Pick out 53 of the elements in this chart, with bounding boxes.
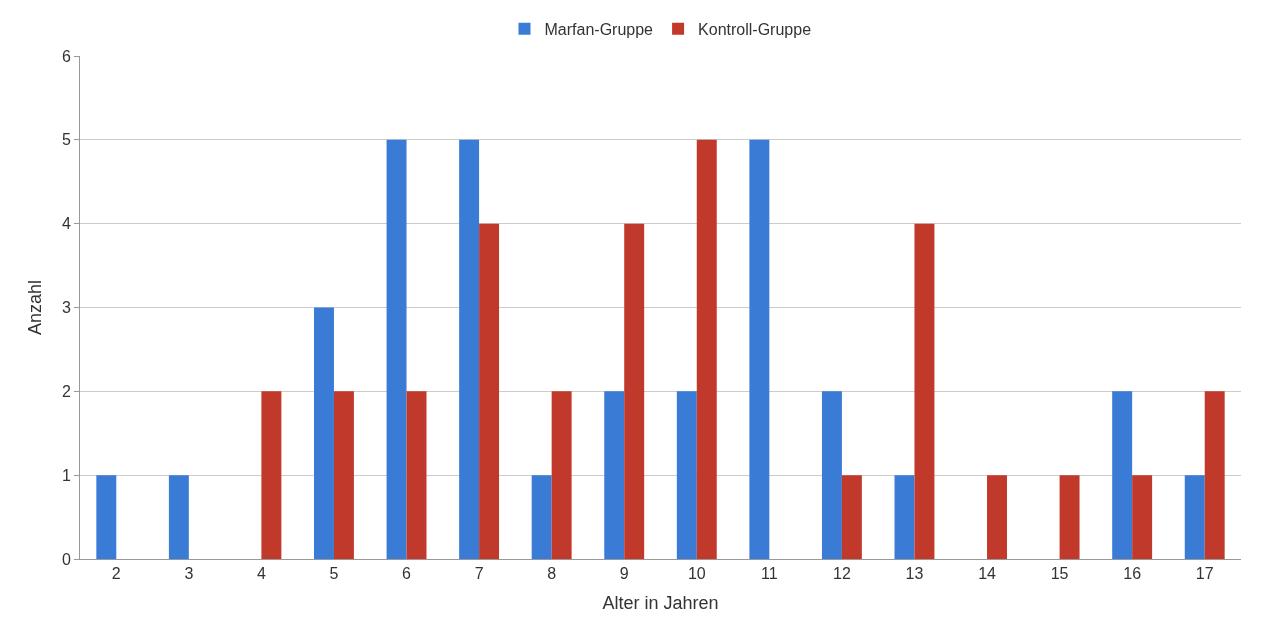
bar [1059,475,1080,559]
x-tick-label: 9 [619,565,629,583]
bar [696,139,717,559]
bar [604,391,625,559]
bar [168,475,189,559]
bar [821,391,842,559]
bar [406,391,427,559]
x-tick-label: 13 [905,565,924,583]
bar [1132,475,1153,559]
x-tick-label: 6 [402,565,412,583]
bar [386,139,407,559]
x-tick-label: 14 [978,565,997,583]
bar [1184,475,1205,559]
bar [479,223,500,559]
x-tick-label: 5 [329,565,339,583]
legend-label: Marfan-Gruppe [544,21,654,39]
bar [841,475,862,559]
bar [531,475,552,559]
x-tick-label: 15 [1050,565,1069,583]
bar [987,475,1007,559]
bar [96,475,117,559]
x-tick-label: 12 [833,565,851,583]
x-tick-label: 3 [184,565,194,583]
x-tick-label: 17 [1195,565,1214,583]
bar [459,139,480,559]
y-tick-label: 5 [61,131,71,149]
y-tick-label: 3 [61,299,71,317]
x-tick-label: 4 [256,565,266,583]
bar [333,391,354,559]
bar [749,139,770,559]
y-tick-label: 2 [61,382,71,400]
x-axis-title: Alter in Jahren [602,593,719,614]
bar [676,391,697,559]
bar [894,475,915,559]
x-tick-label: 11 [761,565,778,583]
bar [914,223,935,559]
bar [1204,391,1225,559]
y-axis-title: Anzahl [25,279,46,336]
x-tick-label: 2 [111,565,121,583]
legend-label: Kontroll-Gruppe [698,21,812,39]
y-tick-label: 6 [61,47,71,65]
y-tick-label: 1 [61,466,71,484]
y-tick-label: 0 [61,550,71,568]
bar [261,391,282,559]
x-tick-label: 10 [687,565,706,583]
x-tick-label: 7 [474,565,484,583]
bar [1112,391,1133,559]
x-tick-label: 8 [547,565,557,583]
bar [624,223,645,559]
y-tick-label: 4 [61,215,71,233]
bar [551,391,572,559]
x-tick-label: 16 [1123,565,1142,583]
bar [314,307,334,559]
